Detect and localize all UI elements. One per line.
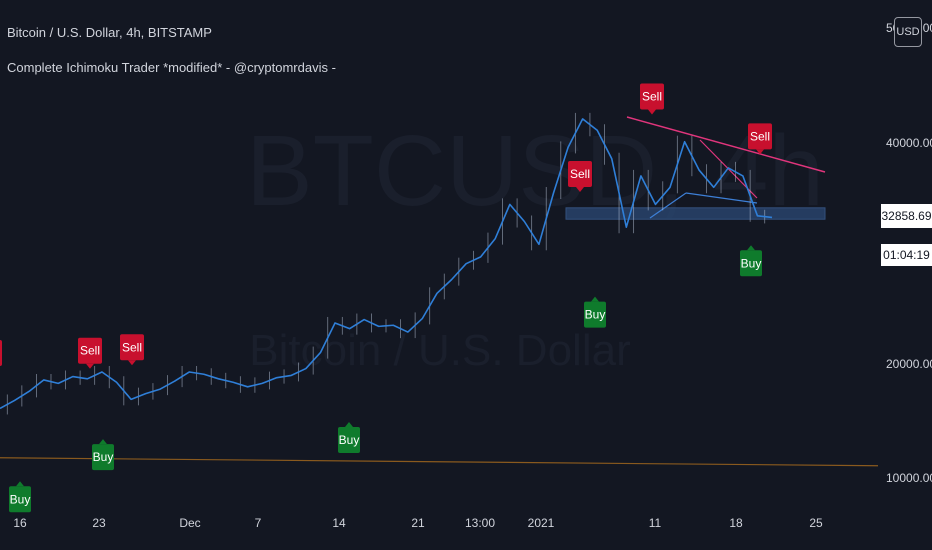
- signal-pointer: [756, 149, 764, 155]
- signal-label: Sell: [642, 89, 662, 103]
- x-tick-label: 23: [92, 516, 106, 530]
- signal-box: [568, 161, 592, 187]
- buy-signal[interactable]: Buy: [338, 422, 360, 453]
- sell-signal[interactable]: Sell: [0, 339, 2, 371]
- support-zone-rect: [565, 207, 826, 220]
- sell-signal[interactable]: Sell: [568, 161, 592, 192]
- signal-markers: Sell Buy Sell Buy Sell Buy Sell Buy Sell Sell Buy: [0, 83, 772, 513]
- signal-box: [9, 486, 31, 513]
- horizontal-level: [0, 457, 879, 467]
- x-tick-label: 21: [411, 516, 425, 530]
- signal-box: [0, 339, 2, 366]
- x-tick-label: 13:00: [465, 516, 495, 530]
- signal-pointer: [591, 296, 599, 302]
- sell-signal[interactable]: Sell: [120, 334, 144, 366]
- signal-label: Buy: [339, 433, 360, 447]
- signal-label: Sell: [122, 340, 142, 354]
- signal-pointer: [648, 109, 656, 115]
- x-tick-label: 7: [255, 516, 262, 530]
- bar-countdown-tag: 01:04:19: [881, 244, 932, 266]
- signal-box: [748, 123, 772, 150]
- support-trend-line: [685, 192, 758, 204]
- signal-box: [740, 250, 762, 277]
- signal-label: Sell: [80, 344, 100, 358]
- buy-signal[interactable]: Buy: [9, 481, 31, 513]
- buy-signal[interactable]: Buy: [92, 439, 114, 471]
- x-tick-label: 25: [809, 516, 823, 530]
- resistance-trend-line: [626, 116, 826, 173]
- signal-label: Buy: [741, 256, 762, 270]
- signal-pointer: [345, 422, 353, 427]
- y-tick-label: 40000.00: [886, 136, 932, 150]
- signal-pointer: [16, 481, 24, 487]
- x-tick-label: 18: [729, 516, 743, 530]
- x-tick-label: Dec: [179, 516, 200, 530]
- signal-pointer: [99, 439, 107, 445]
- x-tick-label: 16: [13, 516, 27, 530]
- support-zone: [565, 207, 826, 220]
- signal-box: [584, 301, 606, 328]
- signal-box: [338, 427, 360, 453]
- price-series: [0, 112, 773, 415]
- x-tick-label: 11: [649, 516, 662, 530]
- symbol-title[interactable]: Bitcoin / U.S. Dollar, 4h, BITSTAMP: [7, 25, 212, 40]
- indicator-title[interactable]: Complete Ichimoku Trader *modified* - @c…: [7, 60, 336, 75]
- signal-pointer: [128, 360, 136, 366]
- signal-box: [640, 83, 664, 110]
- signal-label: Sell: [570, 167, 590, 181]
- x-tick-label: 2021: [528, 516, 555, 530]
- buy-signal[interactable]: Buy: [740, 245, 762, 277]
- horizontal-level-line: [0, 457, 879, 467]
- watermark: BTCUSD, 4h Bitcoin / U.S. Dollar: [246, 115, 824, 375]
- sell-signal[interactable]: Sell: [640, 83, 664, 115]
- signal-pointer: [86, 363, 94, 369]
- support-trend-line-2: [649, 192, 687, 219]
- last-price-tag: 32858.69: [881, 204, 932, 228]
- signal-box: [120, 334, 144, 361]
- signal-label: Buy: [93, 450, 114, 464]
- signal-label: Buy: [10, 492, 31, 506]
- x-tick-label: 14: [332, 516, 346, 530]
- currency-button[interactable]: USD: [894, 17, 922, 47]
- y-tick-label: 20000.00: [886, 357, 932, 371]
- signal-pointer: [576, 187, 584, 192]
- sell-signal[interactable]: Sell: [78, 337, 102, 369]
- signal-box: [78, 337, 102, 364]
- y-tick-label: 10000.00: [886, 471, 932, 485]
- signal-pointer: [747, 245, 755, 251]
- sell-signal[interactable]: Sell: [748, 123, 772, 155]
- signal-box: [92, 444, 114, 471]
- buy-signal[interactable]: Buy: [584, 296, 606, 328]
- x-axis: 16 23 Dec 7 14 21 13:00 2021 11 18 25: [13, 516, 823, 530]
- price-line: [0, 118, 773, 410]
- signal-label: Buy: [585, 308, 606, 322]
- signal-label: Sell: [750, 129, 770, 143]
